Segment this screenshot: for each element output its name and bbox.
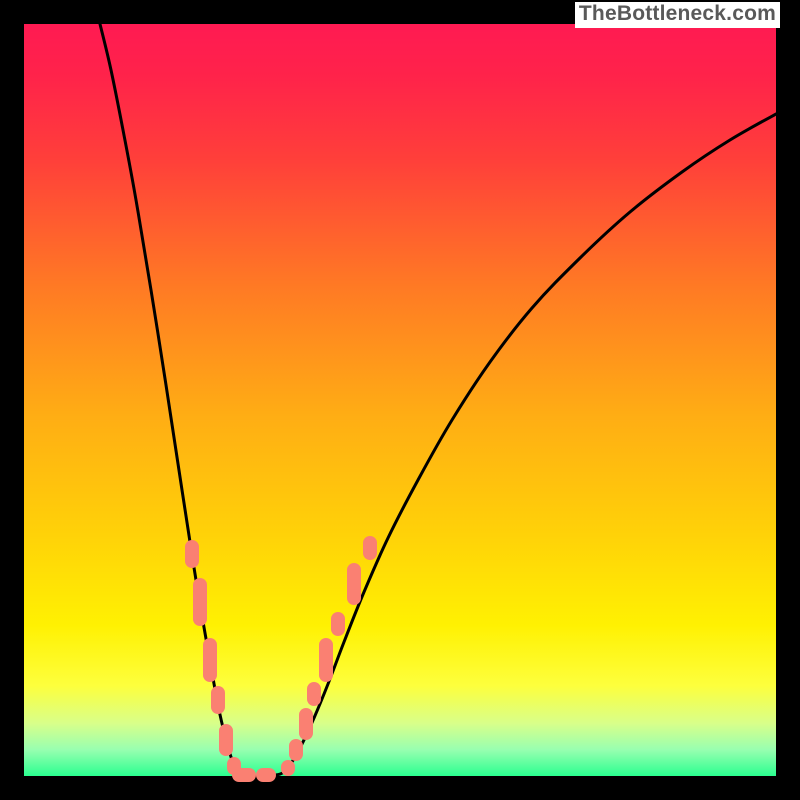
watermark-label: TheBottleneck.com [575,2,780,28]
curve-marker-valley-1 [256,768,276,782]
curve-marker-left-0 [185,540,199,568]
curve-marker-right-0 [281,760,295,776]
curve-marker-right-1 [289,739,303,761]
curve-marker-right-6 [347,563,361,605]
curve-marker-right-7 [363,536,377,560]
curve-marker-right-4 [319,638,333,682]
curve-marker-left-1 [193,578,207,626]
curve-marker-left-4 [219,724,233,756]
bottleneck-curve-path [100,24,776,776]
canvas-root: TheBottleneck.com [0,0,800,800]
curve-marker-left-3 [211,686,225,714]
bottleneck-curve [24,24,776,776]
curve-marker-left-2 [203,638,217,682]
curve-marker-valley-0 [232,768,256,782]
curve-marker-right-5 [331,612,345,636]
curve-marker-right-3 [307,682,321,706]
gradient-plot-area [24,24,776,776]
curve-marker-right-2 [299,708,313,740]
